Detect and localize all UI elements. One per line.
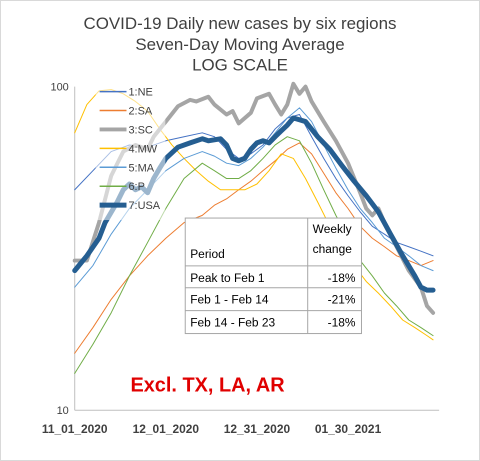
table-header-weekly-change-line2: change <box>313 242 353 256</box>
table-cell-period: Peak to Feb 1 <box>190 271 265 285</box>
axes <box>74 86 440 411</box>
table-header-weekly-change: Weekly change <box>313 222 353 256</box>
exclusion-annotation: Excl. TX, LA, AR <box>130 374 284 396</box>
chart-title-line-3: LOG SCALE <box>192 56 288 75</box>
x-tick-label: 11_01_2020 <box>42 422 108 436</box>
legend-label: 4:MW <box>128 143 157 155</box>
weekly-change-table: Period Weekly change Peak to Feb 1 -18% Feb 1… <box>184 217 362 335</box>
legend-label: 7:USA <box>128 200 160 212</box>
y-tick-label: 10 <box>57 405 69 417</box>
table-frame <box>184 217 362 335</box>
x-tick-label: 12_01_2020 <box>133 422 200 436</box>
table-header-period: Period <box>190 247 225 261</box>
series-line-6-p <box>74 136 434 374</box>
series-line-2-sa <box>74 142 434 354</box>
legend-label: 5:MA <box>128 162 154 174</box>
chart-title: COVID-19 Daily new cases by six regions S… <box>84 14 397 75</box>
table-cell-change: -18% <box>328 271 356 285</box>
y-tick-labels: 10 100 <box>50 82 68 418</box>
table-cell-change: -18% <box>328 316 356 330</box>
legend-label: 3:SC <box>128 124 152 136</box>
x-tick-label: 12_31_2020 <box>224 422 291 436</box>
table-cell-period: Feb 14 - Feb 23 <box>190 316 275 330</box>
x-tick-labels: 11_01_2020 12_01_2020 12_31_2020 01_30_2021 <box>42 422 382 436</box>
legend: 1:NE 2:SA 3:SC 4:MW 5:MA 6:P 7:USA <box>95 82 166 221</box>
legend-label: 2:SA <box>128 106 152 118</box>
table-cell-period: Feb 1 - Feb 14 <box>190 293 269 307</box>
legend-label: 6:P <box>128 181 144 193</box>
legend-background <box>95 82 166 221</box>
y-tick-label: 100 <box>50 82 68 94</box>
chart-title-line-2: Seven-Day Moving Average <box>135 35 344 54</box>
x-tick-label: 01_30_2021 <box>315 422 382 436</box>
table-cell-change: -21% <box>328 293 356 307</box>
table-header-weekly-change-line1: Weekly <box>313 222 352 236</box>
chart-title-line-1: COVID-19 Daily new cases by six regions <box>84 14 397 33</box>
legend-label: 1:NE <box>128 87 152 99</box>
